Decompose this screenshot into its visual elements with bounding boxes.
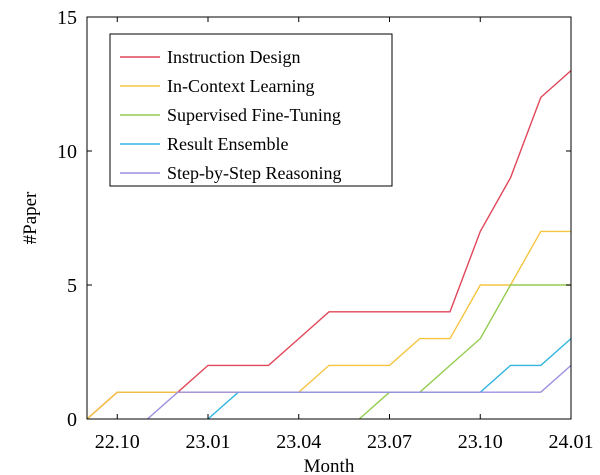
series-line-3 xyxy=(207,338,572,420)
y-tick-label: 0 xyxy=(67,409,77,431)
legend: Instruction Design In-Context Learning Sup… xyxy=(109,33,393,187)
x-axis-label: Month xyxy=(304,456,355,475)
ticks-layer: 22.10 23.01 23.04 23.07 23.10 24.01 0 5 10 15 xyxy=(57,7,594,453)
series-line-4 xyxy=(147,364,572,420)
y-tick-label: 15 xyxy=(57,7,77,29)
x-tick-label: 22.10 xyxy=(95,431,140,453)
y-tick-label: 10 xyxy=(57,141,77,163)
legend-label-1: In-Context Learning xyxy=(167,76,314,96)
legend-label-4: Step-by-Step Reasoning xyxy=(167,163,341,183)
x-tick-label: 23.10 xyxy=(458,431,503,453)
x-tick-label: 23.07 xyxy=(367,431,412,453)
series-line-1 xyxy=(86,230,571,420)
x-tick-label: 23.01 xyxy=(186,431,231,453)
x-tick-label: 24.01 xyxy=(549,431,594,453)
legend-label-0: Instruction Design xyxy=(167,47,300,67)
plot-frame xyxy=(86,16,572,420)
y-axis-label: #Paper xyxy=(20,191,41,244)
x-tick-label: 23.04 xyxy=(276,431,321,453)
y-tick-label: 5 xyxy=(67,275,77,297)
legend-box xyxy=(109,33,393,187)
legend-label-3: Result Ensemble xyxy=(167,134,288,154)
legend-label-2: Supervised Fine-Tuning xyxy=(167,105,341,125)
series-line-2 xyxy=(358,284,571,420)
series-layer xyxy=(86,70,572,420)
